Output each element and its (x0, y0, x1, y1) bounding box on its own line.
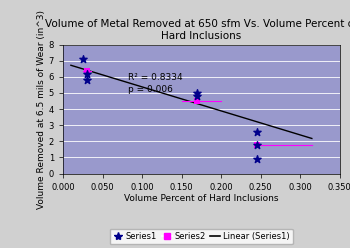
Text: R² = 0.8334
p = 0.006: R² = 0.8334 p = 0.006 (128, 73, 182, 94)
Point (254, 143, 259, 147)
X-axis label: Volume Percent of Hard Inclusions: Volume Percent of Hard Inclusions (124, 194, 279, 203)
Point (84, 69, 90, 73)
Point (195, 91, 200, 95)
Point (254, 157, 259, 161)
Point (254, 143, 259, 147)
Point (254, 130, 259, 134)
Point (80, 57, 85, 61)
Point (195, 99, 200, 103)
Legend: Series1, Series2, Linear (Series1): Series1, Series2, Linear (Series1) (110, 229, 293, 244)
Y-axis label: Volume Removed at 6.5 mils of Wear (in^3): Volume Removed at 6.5 mils of Wear (in^3… (37, 10, 46, 209)
Point (84, 72, 90, 76)
Title: Volume of Metal Removed at 650 sfm Vs. Volume Percent of
Hard Inclusions: Volume of Metal Removed at 650 sfm Vs. V… (45, 20, 350, 41)
Point (84, 78, 90, 82)
Point (195, 94, 200, 98)
